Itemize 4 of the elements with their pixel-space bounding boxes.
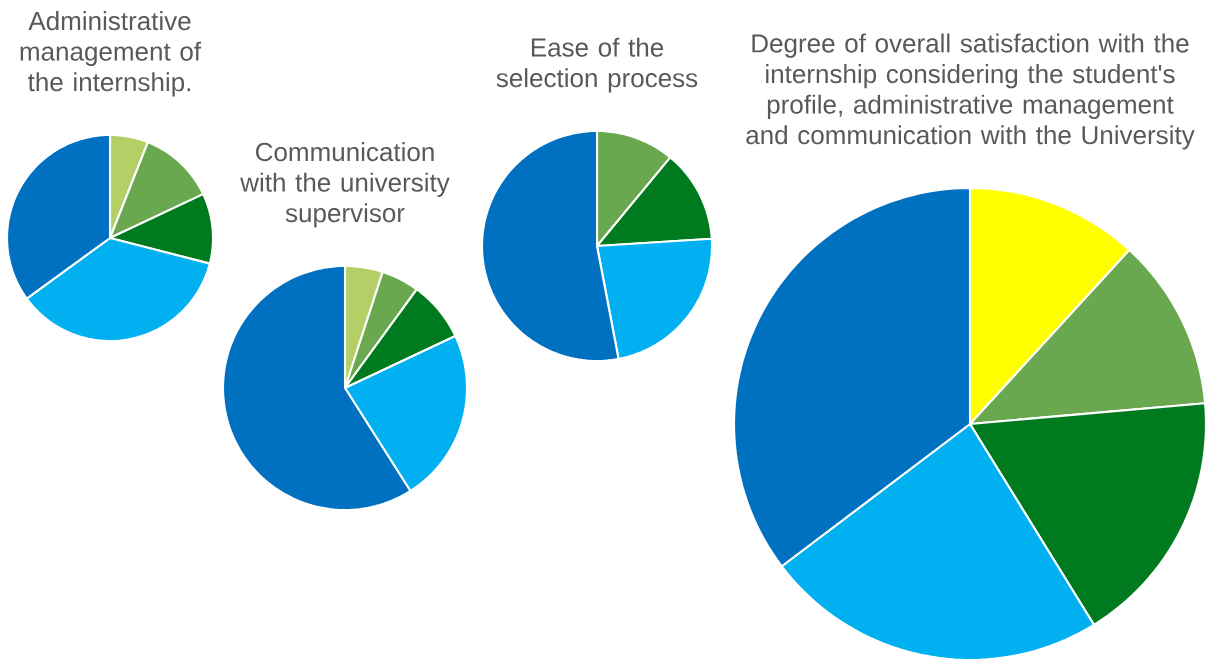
chart-title: Communication with the university supervisor	[240, 142, 450, 228]
chart-title: Ease of the selection process	[496, 37, 698, 93]
chart-title: Administrative management of the internship.	[20, 11, 202, 97]
chart-title: Degree of overall satisfaction with the internship considering the student's profile, administrative management and communication with the University	[746, 33, 1195, 150]
